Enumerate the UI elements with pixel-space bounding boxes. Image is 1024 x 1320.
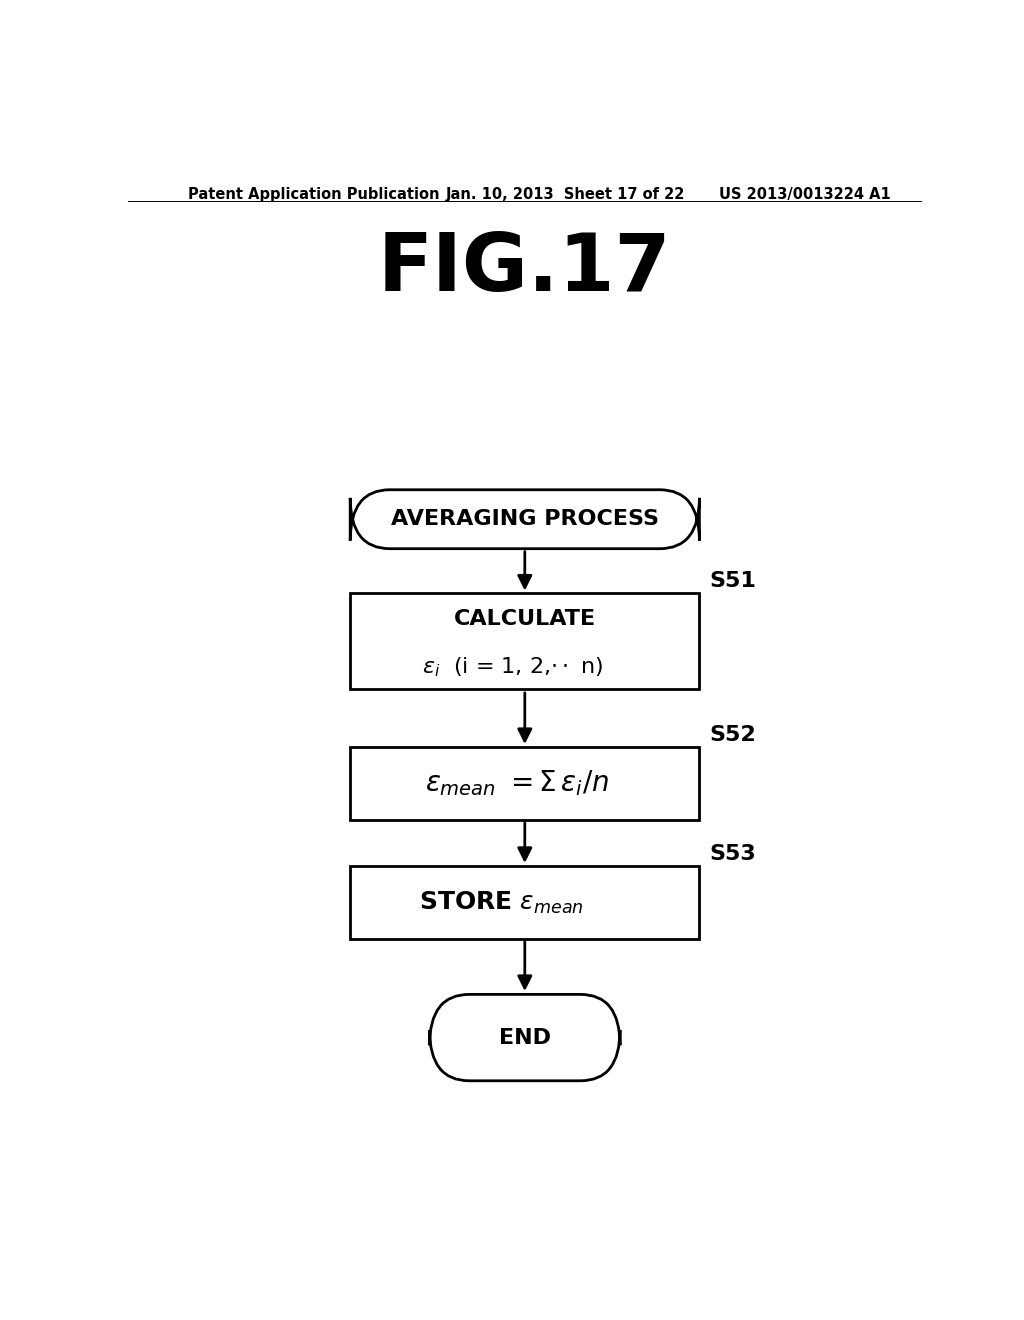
Text: S51: S51	[710, 570, 757, 591]
FancyBboxPatch shape	[430, 994, 620, 1081]
Text: Jan. 10, 2013  Sheet 17 of 22: Jan. 10, 2013 Sheet 17 of 22	[445, 187, 685, 202]
FancyBboxPatch shape	[350, 866, 699, 939]
FancyBboxPatch shape	[350, 593, 699, 689]
Text: S53: S53	[710, 843, 757, 863]
FancyBboxPatch shape	[350, 490, 699, 549]
Text: US 2013/0013224 A1: US 2013/0013224 A1	[719, 187, 891, 202]
Text: $\mathbf{STORE}\ \varepsilon_{mean}$: $\mathbf{STORE}\ \varepsilon_{mean}$	[419, 890, 584, 916]
Text: FIG.17: FIG.17	[378, 230, 672, 308]
Text: END: END	[499, 1027, 551, 1048]
Text: $\varepsilon_i$  (i = 1, 2,$\cdot\cdot$ n): $\varepsilon_i$ (i = 1, 2,$\cdot\cdot$ n…	[422, 656, 603, 680]
Text: S52: S52	[710, 725, 757, 744]
FancyBboxPatch shape	[350, 747, 699, 820]
Text: $\varepsilon_{mean}$ $=\Sigma\,\varepsilon_i/n$: $\varepsilon_{mean}$ $=\Sigma\,\varepsil…	[425, 768, 609, 799]
Text: CALCULATE: CALCULATE	[454, 609, 596, 628]
Text: Patent Application Publication: Patent Application Publication	[187, 187, 439, 202]
Text: AVERAGING PROCESS: AVERAGING PROCESS	[391, 510, 658, 529]
